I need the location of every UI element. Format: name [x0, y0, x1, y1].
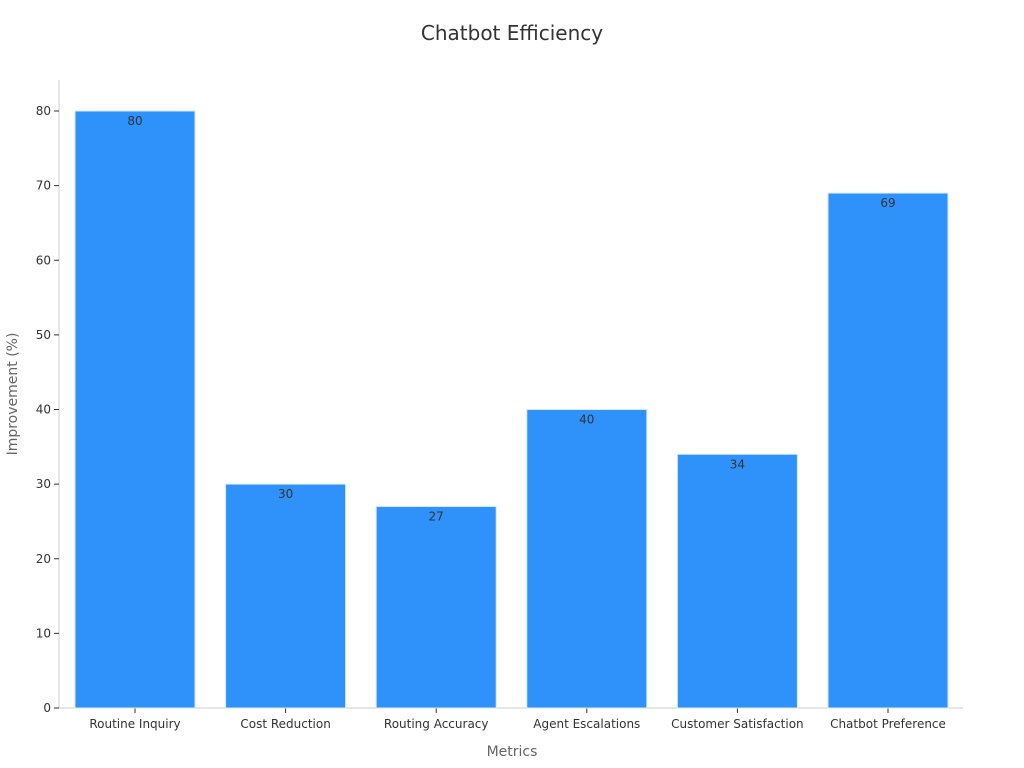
data-labels: 80 30 27 40 34 69 [127, 114, 895, 524]
data-label: 69 [880, 196, 895, 210]
data-label: 80 [127, 114, 142, 128]
x-tick-label: Routine Inquiry [89, 717, 180, 731]
bars [74, 110, 949, 709]
y-tick-label: 50 [36, 328, 51, 342]
y-tick-label: 60 [36, 253, 51, 267]
y-tick-label: 30 [36, 477, 51, 491]
bar [676, 453, 798, 709]
y-tick-label: 20 [36, 552, 51, 566]
x-tick-label: Customer Satisfaction [671, 717, 804, 731]
x-tick-label: Chatbot Preference [830, 717, 946, 731]
bar [375, 506, 497, 709]
bar [827, 192, 949, 709]
chart-title: Chatbot Efficiency [421, 21, 603, 45]
x-tick-label: Agent Escalations [533, 717, 640, 731]
data-label: 27 [429, 510, 444, 524]
x-axis: Routine Inquiry Cost Reduction Routing Acc… [59, 707, 963, 731]
data-label: 34 [730, 457, 745, 471]
x-axis-label: Metrics [487, 744, 538, 760]
bar [225, 483, 347, 709]
y-axis-label: Improvement (%) [5, 333, 21, 456]
x-tick-label: Cost Reduction [240, 717, 330, 731]
y-tick-label: 10 [36, 626, 51, 640]
y-tick-label: 0 [43, 701, 51, 715]
y-tick-label: 40 [36, 403, 51, 417]
data-label: 40 [579, 413, 594, 427]
x-tick-label: Routing Accuracy [384, 717, 489, 731]
bar [74, 110, 196, 709]
bar [526, 409, 648, 709]
y-tick-label: 70 [36, 179, 51, 193]
data-label: 30 [278, 487, 293, 501]
y-axis: 0 10 20 30 40 50 60 70 80 [36, 80, 60, 715]
y-tick-label: 80 [36, 104, 51, 118]
